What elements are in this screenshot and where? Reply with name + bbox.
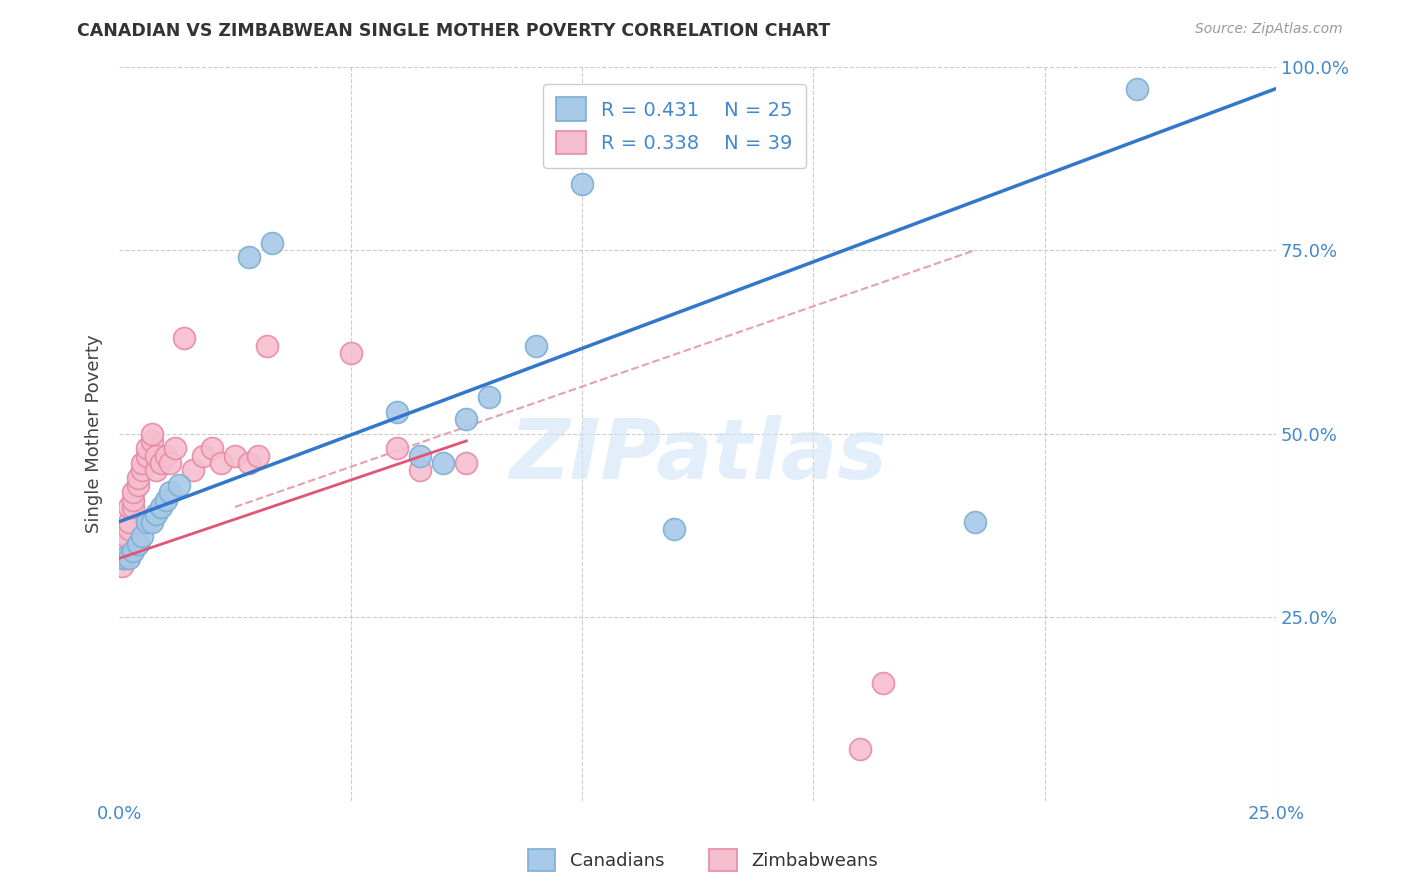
Point (385, 404, 408, 418)
Point (155, 449, 177, 463)
Point (131, 456, 153, 470)
Point (260, 235, 283, 250)
Point (181, 463, 204, 477)
Point (122, 492, 145, 507)
Point (145, 449, 167, 463)
Point (191, 449, 214, 463)
Point (593, 147, 616, 161)
Point (155, 492, 177, 507)
Point (169, 478, 191, 492)
Point (385, 442, 408, 456)
Point (571, 177, 593, 191)
Point (112, 551, 135, 566)
Point (122, 485, 145, 500)
Point (136, 442, 159, 456)
Point (131, 529, 153, 543)
Point (110, 558, 132, 573)
Point (117, 551, 139, 566)
Point (122, 500, 145, 514)
Point (409, 449, 432, 463)
Point (256, 338, 278, 352)
Point (965, 515, 987, 529)
Point (141, 426, 163, 441)
Point (117, 522, 139, 536)
Point (872, 676, 894, 690)
Text: Source: ZipAtlas.com: Source: ZipAtlas.com (1195, 22, 1343, 37)
Point (201, 442, 224, 456)
Point (141, 434, 163, 448)
Point (209, 456, 232, 470)
Point (1126, 81, 1149, 95)
Point (131, 463, 153, 477)
Point (238, 456, 260, 470)
Legend: R = 0.431    N = 25, R = 0.338    N = 39: R = 0.431 N = 25, R = 0.338 N = 39 (543, 84, 806, 168)
Point (122, 544, 145, 558)
Point (163, 442, 186, 456)
Point (224, 449, 246, 463)
Point (112, 537, 135, 551)
Point (127, 478, 149, 492)
Point (145, 463, 167, 477)
Point (145, 508, 167, 522)
Legend: Canadians, Zimbabweans: Canadians, Zimbabweans (522, 842, 884, 879)
Point (112, 551, 135, 566)
Point (127, 537, 149, 551)
Point (127, 470, 149, 484)
Point (848, 742, 870, 756)
Point (117, 515, 139, 529)
Point (149, 456, 172, 470)
Point (409, 463, 432, 477)
Point (664, 522, 686, 536)
Text: CANADIAN VS ZIMBABWEAN SINGLE MOTHER POVERTY CORRELATION CHART: CANADIAN VS ZIMBABWEAN SINGLE MOTHER POV… (77, 22, 831, 40)
Point (159, 456, 181, 470)
Point (141, 515, 163, 529)
Point (173, 331, 195, 345)
Point (149, 500, 172, 514)
Y-axis label: Single Mother Poverty: Single Mother Poverty (86, 334, 103, 533)
Point (456, 412, 478, 426)
Point (339, 346, 361, 360)
Point (524, 338, 547, 352)
Text: ZIPatlas: ZIPatlas (509, 415, 887, 496)
Point (456, 456, 478, 470)
Point (247, 449, 270, 463)
Point (238, 251, 260, 265)
Point (115, 529, 138, 543)
Point (136, 449, 159, 463)
Point (478, 390, 501, 404)
Point (159, 485, 181, 500)
Point (136, 515, 159, 529)
Point (432, 456, 454, 470)
Point (117, 500, 139, 514)
